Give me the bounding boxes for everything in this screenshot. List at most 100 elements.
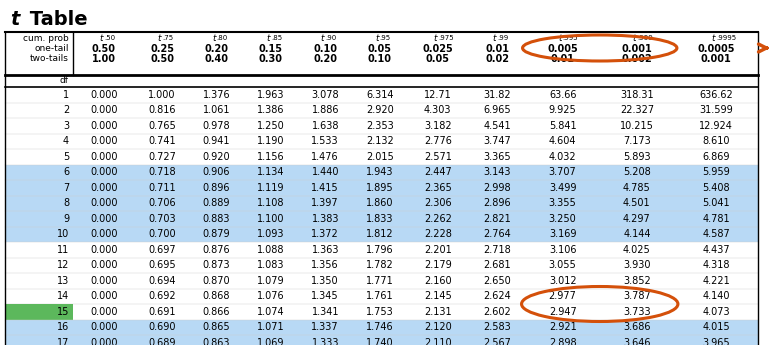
Text: 0.01: 0.01: [551, 54, 574, 64]
Text: 1.440: 1.440: [312, 167, 339, 177]
Text: 16: 16: [57, 322, 69, 332]
Text: 0.883: 0.883: [203, 214, 230, 224]
Text: 2.201: 2.201: [424, 245, 452, 255]
Text: 4.785: 4.785: [623, 183, 651, 193]
Text: 10.215: 10.215: [620, 121, 654, 131]
Bar: [5, 335, 758, 345]
Text: 0.876: 0.876: [202, 245, 230, 255]
Text: 1.386: 1.386: [257, 105, 284, 115]
Text: 1.076: 1.076: [257, 291, 284, 301]
Text: 0.941: 0.941: [203, 136, 230, 146]
Text: 0.695: 0.695: [148, 260, 176, 270]
Text: 0.816: 0.816: [148, 105, 176, 115]
Text: 1.397: 1.397: [312, 198, 339, 208]
Text: 1.069: 1.069: [257, 338, 284, 345]
Text: 22.327: 22.327: [620, 105, 654, 115]
Text: 2.681: 2.681: [484, 260, 511, 270]
Text: 0.002: 0.002: [622, 54, 653, 64]
Text: 9: 9: [63, 214, 69, 224]
Text: .50: .50: [104, 35, 115, 41]
Text: 0.765: 0.765: [148, 121, 176, 131]
Text: 0.741: 0.741: [148, 136, 176, 146]
Text: t: t: [558, 34, 562, 43]
Text: 1.00: 1.00: [92, 54, 116, 64]
Text: 2.764: 2.764: [484, 229, 511, 239]
Text: 1.533: 1.533: [312, 136, 339, 146]
Text: t: t: [632, 34, 636, 43]
Text: 4.140: 4.140: [702, 291, 730, 301]
Text: 3.169: 3.169: [549, 229, 577, 239]
Text: 0.978: 0.978: [202, 121, 230, 131]
Text: 5.408: 5.408: [702, 183, 730, 193]
Text: 1.740: 1.740: [366, 338, 394, 345]
Text: 2.896: 2.896: [484, 198, 511, 208]
Text: 1.753: 1.753: [366, 307, 394, 317]
Text: 0.000: 0.000: [90, 322, 118, 332]
Text: 7.173: 7.173: [623, 136, 651, 146]
Text: 6.965: 6.965: [484, 105, 511, 115]
Text: 2.228: 2.228: [424, 229, 452, 239]
Text: t: t: [375, 34, 379, 43]
Text: 0.25: 0.25: [150, 44, 174, 54]
Text: 0.718: 0.718: [148, 167, 176, 177]
Text: 0.05: 0.05: [425, 54, 449, 64]
Text: 1.341: 1.341: [312, 307, 339, 317]
Text: .85: .85: [270, 35, 282, 41]
Text: 0.50: 0.50: [150, 54, 174, 64]
Text: 1.638: 1.638: [312, 121, 339, 131]
Text: 2: 2: [63, 105, 69, 115]
Text: 0.706: 0.706: [148, 198, 176, 208]
Text: 1.083: 1.083: [257, 260, 284, 270]
Text: 4.781: 4.781: [702, 214, 730, 224]
Text: 4.221: 4.221: [702, 276, 730, 286]
Text: 1.860: 1.860: [366, 198, 394, 208]
Text: 1.372: 1.372: [312, 229, 339, 239]
Text: 0.870: 0.870: [202, 276, 230, 286]
Bar: [5, 211, 758, 227]
Bar: [5, 180, 758, 196]
Text: 0.697: 0.697: [148, 245, 176, 255]
Text: 2.179: 2.179: [424, 260, 452, 270]
Text: 1.119: 1.119: [257, 183, 284, 193]
Text: 0.20: 0.20: [313, 54, 337, 64]
Bar: [5, 196, 758, 211]
Text: 8.610: 8.610: [702, 136, 730, 146]
Text: t: t: [433, 34, 437, 43]
Text: 2.110: 2.110: [424, 338, 452, 345]
Text: 12: 12: [57, 260, 69, 270]
Text: 1.074: 1.074: [257, 307, 284, 317]
Text: 0.30: 0.30: [259, 54, 283, 64]
Text: 3.365: 3.365: [484, 152, 511, 162]
Text: 0.000: 0.000: [90, 198, 118, 208]
Text: t: t: [267, 34, 270, 43]
Text: 2.160: 2.160: [424, 276, 452, 286]
Text: 1.108: 1.108: [257, 198, 284, 208]
Text: 2.145: 2.145: [424, 291, 452, 301]
Text: 6.869: 6.869: [702, 152, 730, 162]
Text: 1.190: 1.190: [257, 136, 284, 146]
Text: 3.852: 3.852: [623, 276, 651, 286]
Text: 0.000: 0.000: [90, 121, 118, 131]
Text: one-tail: one-tail: [35, 44, 69, 53]
Text: 0.727: 0.727: [148, 152, 176, 162]
Text: 5.893: 5.893: [623, 152, 651, 162]
Text: t: t: [711, 34, 715, 43]
Text: 2.602: 2.602: [484, 307, 511, 317]
Text: 1.943: 1.943: [366, 167, 394, 177]
Bar: [5, 227, 758, 242]
Text: 3.182: 3.182: [424, 121, 452, 131]
Text: 3.646: 3.646: [623, 338, 650, 345]
Text: 0.690: 0.690: [148, 322, 176, 332]
Bar: [5, 319, 758, 335]
Text: t: t: [157, 34, 161, 43]
Text: .995: .995: [563, 35, 578, 41]
Text: 2.015: 2.015: [366, 152, 394, 162]
Text: 3.012: 3.012: [549, 276, 577, 286]
Text: 6: 6: [63, 167, 69, 177]
Text: 2.977: 2.977: [549, 291, 577, 301]
Text: 63.66: 63.66: [549, 90, 577, 100]
Text: 5.841: 5.841: [549, 121, 577, 131]
Text: 1.088: 1.088: [257, 245, 284, 255]
Text: Table: Table: [23, 10, 88, 29]
Text: 2.306: 2.306: [424, 198, 452, 208]
